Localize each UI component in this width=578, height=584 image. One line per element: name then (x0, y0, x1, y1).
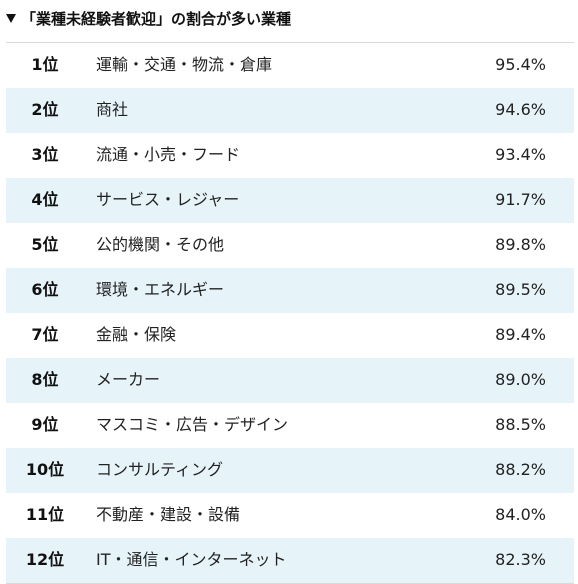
table-row: 6位 環境・エネルギー 89.5% (6, 268, 574, 313)
industry-name: 金融・保険 (96, 325, 177, 344)
table-row: 3位 流通・小売・フード 93.4% (6, 133, 574, 178)
rank-label: 12位 (25, 550, 65, 569)
table-row: 4位 サービス・レジャー 91.7% (6, 178, 574, 223)
percent-value: 89.0% (495, 370, 546, 389)
percent-value: 93.4% (495, 145, 546, 164)
percent-value: 89.5% (495, 280, 546, 299)
triangle-down-icon (6, 14, 16, 23)
rank-label: 7位 (31, 325, 59, 344)
table-row: 2位 商社 94.6% (6, 88, 574, 133)
percent-value: 94.6% (495, 100, 546, 119)
table-row: 11位 不動産・建設・設備 84.0% (6, 493, 574, 538)
table-row: 1位 運輸・交通・物流・倉庫 95.4% (6, 43, 574, 88)
table-row: 7位 金融・保険 89.4% (6, 313, 574, 358)
industry-name: IT・通信・インターネット (96, 550, 287, 569)
rank-label: 5位 (31, 235, 59, 254)
rank-label: 9位 (31, 415, 59, 434)
table-row: 9位 マスコミ・広告・デザイン 88.5% (6, 403, 574, 448)
percent-value: 95.4% (495, 55, 546, 74)
percent-value: 82.3% (495, 550, 546, 569)
rank-label: 8位 (31, 370, 59, 389)
industry-name: 流通・小売・フード (96, 145, 241, 164)
table-row: 8位 メーカー 89.0% (6, 358, 574, 403)
rank-label: 4位 (31, 190, 59, 209)
rank-label: 2位 (31, 100, 59, 119)
industry-name: サービス・レジャー (96, 190, 240, 209)
percent-value: 89.8% (495, 235, 546, 254)
industry-name: 商社 (96, 100, 129, 119)
ranking-table: 1位 運輸・交通・物流・倉庫 95.4% 2位 商社 94.6% 3位 流通・小… (6, 42, 574, 584)
rank-label: 3位 (31, 145, 59, 164)
table-row: 10位 コンサルティング 88.2% (6, 448, 574, 493)
percent-value: 84.0% (495, 505, 546, 524)
percent-value: 89.4% (495, 325, 546, 344)
industry-name: 環境・エネルギー (96, 280, 225, 299)
industry-name: 不動産・建設・設備 (96, 505, 241, 524)
industry-name: マスコミ・広告・デザイン (96, 415, 289, 434)
rank-label: 11位 (25, 505, 65, 524)
rank-label: 10位 (25, 460, 65, 479)
percent-value: 88.2% (495, 460, 546, 479)
percent-value: 88.5% (495, 415, 546, 434)
industry-name: 運輸・交通・物流・倉庫 (96, 55, 273, 74)
percent-value: 91.7% (495, 190, 546, 209)
rank-label: 1位 (31, 55, 59, 74)
industry-name: コンサルティング (96, 460, 224, 479)
ranking-title-text: 「業種未経験者歓迎」の割合が多い業種 (21, 10, 292, 28)
table-row: 5位 公的機関・その他 89.8% (6, 223, 574, 268)
industry-name: メーカー (96, 370, 161, 389)
industry-name: 公的機関・その他 (96, 235, 225, 254)
table-row: 12位 IT・通信・インターネット 82.3% (6, 538, 574, 583)
rank-label: 6位 (31, 280, 59, 299)
ranking-title: 「業種未経験者歓迎」の割合が多い業種 (6, 6, 291, 32)
